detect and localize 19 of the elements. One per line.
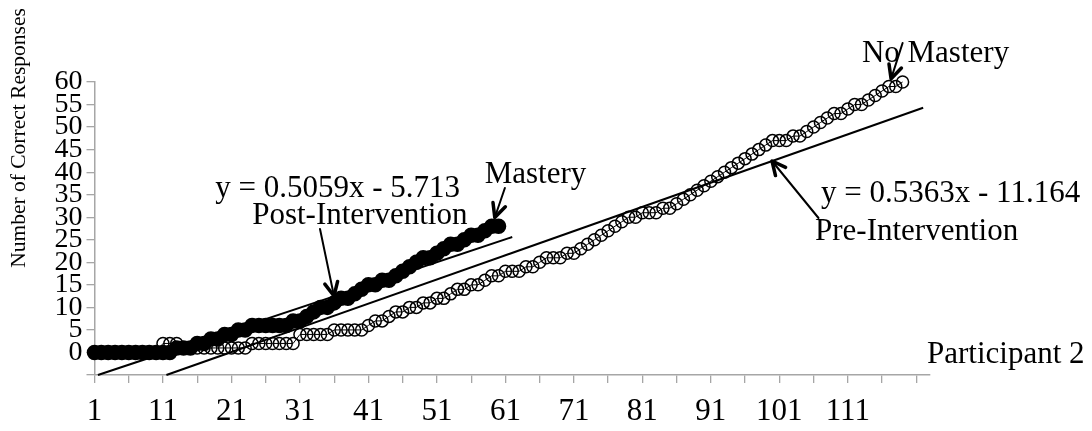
x-tick-label: 31 (284, 391, 316, 427)
x-tick-label: 101 (756, 391, 803, 427)
x-tick-label: 111 (825, 391, 870, 427)
annotation: Mastery (484, 155, 587, 191)
x-tick-label: 81 (626, 391, 658, 427)
x-tick-label: 11 (148, 391, 178, 427)
x-tick-label: 1 (86, 391, 103, 427)
x-tick-label: 91 (695, 391, 727, 427)
annotation: Participant 2 (927, 335, 1085, 370)
annotation: Pre-Intervention (814, 211, 1019, 247)
x-tick-label: 71 (558, 391, 590, 427)
x-tick-label: 41 (352, 391, 384, 427)
annotation: y = 0.5363x - 11.164 (820, 173, 1081, 209)
annotation: No Mastery (861, 34, 1010, 70)
x-tick-label: 51 (421, 391, 453, 427)
x-tick-label: 61 (489, 391, 521, 427)
x-tick-label: 21 (215, 391, 247, 427)
annotation: Post-Intervention (252, 196, 468, 232)
y-axis-title: Number of Correct Responses (5, 8, 30, 268)
